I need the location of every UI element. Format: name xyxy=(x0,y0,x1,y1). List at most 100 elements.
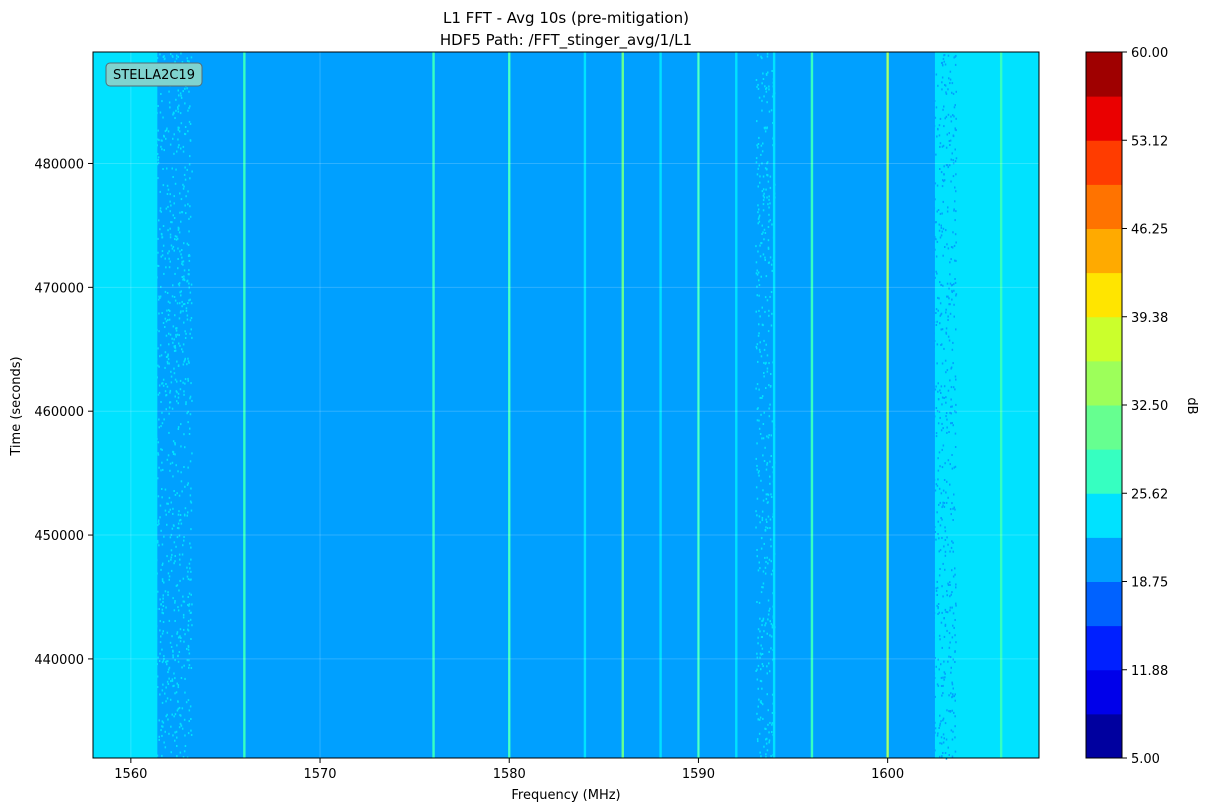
speckle-mark xyxy=(951,82,954,85)
speckle-mark xyxy=(159,111,162,114)
speckle-mark xyxy=(153,414,155,417)
speckle-mark xyxy=(941,646,943,649)
speckle-mark xyxy=(931,499,934,502)
speckle-mark xyxy=(166,167,168,170)
speckle-mark xyxy=(757,687,759,690)
speckle-mark xyxy=(952,386,955,389)
speckle-mark xyxy=(950,246,953,248)
speckle-mark xyxy=(178,706,181,709)
speckle-mark xyxy=(954,104,956,107)
speckle-mark xyxy=(180,637,182,639)
speckle-mark xyxy=(167,353,169,356)
speckle-mark xyxy=(174,659,176,662)
speckle-mark xyxy=(767,71,769,74)
speckle-mark xyxy=(168,575,171,578)
speckle-mark xyxy=(189,123,192,125)
speckle-mark xyxy=(184,734,186,737)
speckle-mark xyxy=(184,337,187,339)
speckle-mark xyxy=(948,431,950,433)
speckle-mark xyxy=(190,487,192,490)
speckle-mark xyxy=(160,354,163,357)
speckle-mark xyxy=(944,722,947,725)
speckle-mark xyxy=(167,502,169,505)
speckle-mark xyxy=(939,755,941,758)
speckle-mark xyxy=(953,466,955,469)
speckle-mark xyxy=(176,237,179,240)
speckle-mark xyxy=(166,360,169,363)
speckle-mark xyxy=(933,738,935,741)
speckle-mark xyxy=(943,678,945,681)
speckle-mark xyxy=(769,175,772,178)
speckle-mark xyxy=(943,479,946,481)
speckle-mark xyxy=(935,106,938,109)
speckle-mark xyxy=(944,63,947,66)
speckle-mark xyxy=(931,132,933,135)
speckle-mark xyxy=(761,224,763,227)
speckle-mark xyxy=(930,112,933,115)
spectral-line xyxy=(243,52,246,758)
speckle-mark xyxy=(165,394,167,397)
speckle-mark xyxy=(935,270,937,273)
speckle-mark xyxy=(757,222,759,225)
speckle-mark xyxy=(762,142,764,145)
colorbar-segment xyxy=(1086,360,1122,406)
speckle-mark xyxy=(177,138,179,141)
speckle-mark xyxy=(175,168,177,171)
speckle-mark xyxy=(184,507,187,510)
speckle-mark xyxy=(174,235,177,238)
speckle-mark xyxy=(755,310,757,313)
speckle-mark xyxy=(175,584,178,587)
speckle-mark xyxy=(760,547,763,550)
speckle-mark xyxy=(762,570,765,573)
speckle-mark xyxy=(191,624,193,627)
speckle-mark xyxy=(935,435,938,438)
speckle-mark xyxy=(163,535,165,538)
speckle-mark xyxy=(933,100,936,102)
speckle-mark xyxy=(945,611,947,613)
speckle-mark xyxy=(937,382,939,385)
speckle-mark xyxy=(167,130,170,133)
speckle-mark xyxy=(768,384,770,387)
speckle-mark xyxy=(932,129,935,132)
speckle-mark xyxy=(950,180,952,183)
speckle-mark xyxy=(176,235,178,238)
speckle-mark xyxy=(937,296,939,299)
speckle-mark xyxy=(168,431,170,434)
speckle-mark xyxy=(178,510,180,513)
speckle-mark xyxy=(952,92,955,95)
speckle-mark xyxy=(166,355,169,358)
speckle-mark xyxy=(954,388,956,391)
colorbar-segment xyxy=(1086,140,1122,185)
speckle-mark xyxy=(949,606,952,609)
speckle-mark xyxy=(953,208,955,211)
speckle-mark xyxy=(154,422,156,425)
speckle-mark xyxy=(188,163,191,166)
speckle-mark xyxy=(177,686,180,689)
speckle-mark xyxy=(156,754,159,757)
speckle-mark xyxy=(174,395,176,398)
speckle-mark xyxy=(928,98,930,101)
speckle-mark xyxy=(952,362,954,365)
speckle-mark xyxy=(942,284,944,287)
speckle-mark xyxy=(176,644,178,647)
speckle-mark xyxy=(949,595,951,598)
speckle-mark xyxy=(766,161,769,164)
speckle-mark xyxy=(163,272,165,275)
speckle-mark xyxy=(173,249,175,252)
speckle-mark xyxy=(947,582,949,585)
speckle-mark xyxy=(177,247,179,250)
speckle-mark xyxy=(190,593,192,596)
speckle-mark xyxy=(180,677,183,679)
heatmap-plot xyxy=(92,51,1040,760)
speckle-mark xyxy=(930,625,932,628)
speckle-mark xyxy=(936,184,939,187)
speckle-mark xyxy=(182,595,184,598)
speckle-mark xyxy=(157,158,159,161)
speckle-mark xyxy=(939,281,941,284)
speckle-mark xyxy=(187,629,190,632)
speckle-mark xyxy=(931,457,933,460)
speckle-mark xyxy=(188,107,190,110)
speckle-mark xyxy=(932,547,934,550)
speckle-mark xyxy=(152,98,154,101)
speckle-mark xyxy=(161,254,164,257)
